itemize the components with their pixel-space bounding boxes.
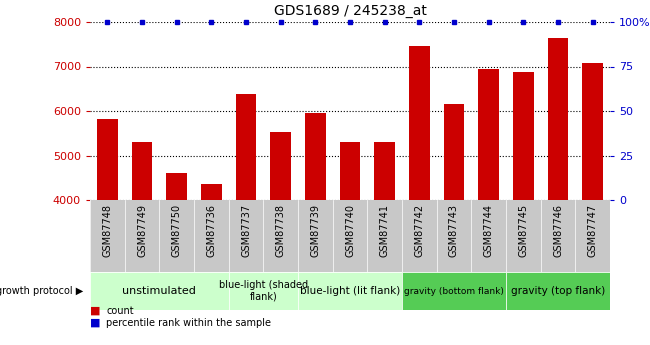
Text: GSM87738: GSM87738 <box>276 204 285 257</box>
Text: GSM87739: GSM87739 <box>310 204 320 257</box>
Text: GSM87747: GSM87747 <box>588 204 597 257</box>
Bar <box>305 113 326 200</box>
Bar <box>166 173 187 200</box>
Text: GSM87741: GSM87741 <box>380 204 389 257</box>
Bar <box>201 185 222 200</box>
Bar <box>90 272 229 310</box>
Text: GSM87740: GSM87740 <box>345 204 355 257</box>
Bar <box>298 272 402 310</box>
Text: GSM87749: GSM87749 <box>137 204 147 257</box>
Text: ■: ■ <box>90 318 101 328</box>
Text: GSM87748: GSM87748 <box>102 204 112 257</box>
Title: GDS1689 / 245238_at: GDS1689 / 245238_at <box>274 4 426 18</box>
Text: GSM87750: GSM87750 <box>172 204 181 257</box>
Text: gravity (bottom flank): gravity (bottom flank) <box>404 286 504 296</box>
Bar <box>229 272 298 310</box>
Bar <box>131 142 152 200</box>
Text: GSM87742: GSM87742 <box>414 204 424 257</box>
Bar <box>339 142 360 200</box>
Bar <box>443 104 464 200</box>
Bar <box>374 142 395 200</box>
Bar <box>547 38 568 200</box>
Bar <box>235 94 256 200</box>
Text: blue-light (shaded
flank): blue-light (shaded flank) <box>219 280 308 302</box>
Text: GSM87736: GSM87736 <box>206 204 216 257</box>
Text: ■: ■ <box>90 306 101 316</box>
Text: count: count <box>106 306 134 316</box>
Text: unstimulated: unstimulated <box>122 286 196 296</box>
Text: percentile rank within the sample: percentile rank within the sample <box>106 318 271 328</box>
Text: growth protocol ▶: growth protocol ▶ <box>0 286 83 296</box>
Bar <box>270 132 291 200</box>
Bar <box>513 72 534 200</box>
Text: blue-light (lit flank): blue-light (lit flank) <box>300 286 400 296</box>
Bar <box>97 119 118 200</box>
Bar <box>582 63 603 200</box>
Text: GSM87744: GSM87744 <box>484 204 493 257</box>
Text: GSM87737: GSM87737 <box>241 204 251 257</box>
Text: gravity (top flank): gravity (top flank) <box>511 286 605 296</box>
Bar <box>506 272 610 310</box>
Bar <box>409 46 430 200</box>
Bar <box>402 272 506 310</box>
Text: GSM87743: GSM87743 <box>449 204 459 257</box>
Text: GSM87746: GSM87746 <box>553 204 563 257</box>
Bar <box>478 69 499 200</box>
Text: GSM87745: GSM87745 <box>518 204 528 257</box>
